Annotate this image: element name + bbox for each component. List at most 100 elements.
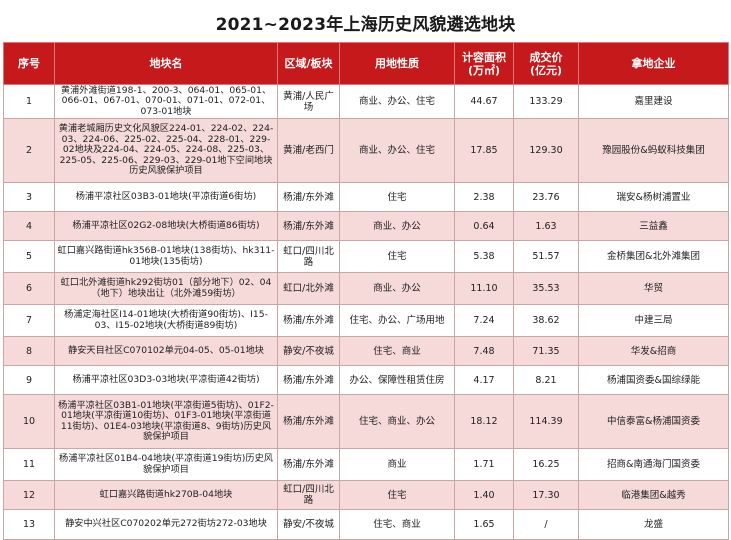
cell-area: 虹口/北外滩 xyxy=(277,272,340,305)
cell-use: 住宅、商业、办公 xyxy=(339,394,455,449)
cell-name: 杨浦平凉社区02G2-08地块(大桥街道86街坊) xyxy=(54,211,278,241)
cell-area: 虹口/四川北路 xyxy=(277,240,340,273)
cell-gfa: 2.38 xyxy=(454,182,514,212)
cell-company: 华发&招商 xyxy=(578,336,729,366)
cell-company: 华贸 xyxy=(578,272,729,305)
header-name: 地块名 xyxy=(54,42,278,85)
cell-company: 中建三局 xyxy=(578,304,729,337)
cell-area: 杨浦/东外滩 xyxy=(277,448,340,481)
cell-use: 住宅、办公、广场用地 xyxy=(339,304,455,337)
cell-company: 豫园股份&蚂蚁科技集团 xyxy=(578,118,729,183)
cell-use: 商业、办公 xyxy=(339,211,455,241)
cell-price: / xyxy=(513,509,579,540)
cell-price: 114.39 xyxy=(513,394,579,449)
cell-price: 71.35 xyxy=(513,336,579,366)
cell-name: 杨浦平凉社区01B4-04地块(平凉街道19街坊)历史风貌保护项目 xyxy=(54,448,278,481)
table-row: 9 杨浦平凉社区03D3-03地块(平凉街道42街坊) 杨浦/东外滩 办公、保障… xyxy=(3,365,729,395)
cell-price: 35.53 xyxy=(513,272,579,305)
cell-area: 静安/不夜城 xyxy=(277,509,340,540)
cell-use: 商业、办公 xyxy=(339,272,455,305)
cell-area: 杨浦/东外滩 xyxy=(277,365,340,395)
cell-use: 商业、办公、住宅 xyxy=(339,84,455,119)
cell-company: 龙盛 xyxy=(578,509,729,540)
cell-gfa: 7.48 xyxy=(454,336,514,366)
cell-no: 3 xyxy=(3,182,55,212)
cell-name: 黄浦外滩街道198-1、200-3、064-01、065-01、066-01、0… xyxy=(54,84,278,119)
header-company: 拿地企业 xyxy=(578,42,729,85)
table-row: 4 杨浦平凉社区02G2-08地块(大桥街道86街坊) 杨浦/东外滩 商业、办公… xyxy=(3,211,729,241)
cell-name: 杨浦平凉社区03D3-03地块(平凉街道42街坊) xyxy=(54,365,278,395)
cell-area: 黄浦/人民广场 xyxy=(277,84,340,119)
cell-company: 金桥集团&北外滩集团 xyxy=(578,240,729,273)
table-row: 6 虹口北外滩街道hk292街坊01（部分地下）02、04（地下）地块出让（北外… xyxy=(3,272,729,305)
cell-gfa: 11.10 xyxy=(454,272,514,305)
cell-company: 瑞安&杨树浦置业 xyxy=(578,182,729,212)
cell-use: 办公、保障性租赁住房 xyxy=(339,365,455,395)
table-row: 13 静安中兴社区C070202单元272街坊272-03地块 静安/不夜城 住… xyxy=(3,509,729,540)
cell-area: 静安/不夜城 xyxy=(277,336,340,366)
cell-gfa: 4.17 xyxy=(454,365,514,395)
cell-company: 招商&南通海门国资委 xyxy=(578,448,729,481)
table-row: 2 黄浦老城厢历史文化风貌区224-01、224-02、224-03、224-0… xyxy=(3,118,729,183)
cell-use: 商业 xyxy=(339,448,455,481)
cell-no: 1 xyxy=(3,84,55,119)
table-row: 11 杨浦平凉社区01B4-04地块(平凉街道19街坊)历史风貌保护项目 杨浦/… xyxy=(3,448,729,481)
cell-name: 虹口嘉兴路街道hk270B-04地块 xyxy=(54,480,278,510)
cell-company: 嘉里建设 xyxy=(578,84,729,119)
land-table: 序号 地块名 区域/板块 用地性质 计容面积 (万㎡) 成交价 (亿元) 拿地企… xyxy=(3,42,729,540)
cell-name: 虹口北外滩街道hk292街坊01（部分地下）02、04（地下）地块出让（北外滩5… xyxy=(54,272,278,305)
cell-no: 12 xyxy=(3,480,55,510)
cell-gfa: 0.64 xyxy=(454,211,514,241)
table-row: 8 静安天目社区C070102单元04-05、05-01地块 静安/不夜城 住宅… xyxy=(3,336,729,366)
cell-price: 17.30 xyxy=(513,480,579,510)
cell-use: 住宅 xyxy=(339,480,455,510)
table-row: 5 虹口嘉兴路街道hk356B-01地块(138街坊)、hk311-01地块(1… xyxy=(3,240,729,273)
cell-price: 23.76 xyxy=(513,182,579,212)
header-price: 成交价 (亿元) xyxy=(513,42,579,85)
cell-company: 杨浦国资委&国综绿能 xyxy=(578,365,729,395)
header-use: 用地性质 xyxy=(339,42,455,85)
cell-price: 129.30 xyxy=(513,118,579,183)
cell-price: 16.25 xyxy=(513,448,579,481)
cell-use: 住宅、商业 xyxy=(339,336,455,366)
cell-name: 杨浦定海社区I14-01地块(大桥街道90街坊)、I15-03、I15-02地块… xyxy=(54,304,278,337)
cell-company: 三益鑫 xyxy=(578,211,729,241)
cell-no: 2 xyxy=(3,118,55,183)
table-row: 10 杨浦平凉社区03B1-01地块(平凉街道5街坊)、01F2-01地块(平凉… xyxy=(3,394,729,449)
cell-gfa: 44.67 xyxy=(454,84,514,119)
header-area: 区域/板块 xyxy=(277,42,340,85)
cell-price: 1.63 xyxy=(513,211,579,241)
cell-gfa: 7.24 xyxy=(454,304,514,337)
cell-use: 住宅 xyxy=(339,182,455,212)
cell-price: 8.21 xyxy=(513,365,579,395)
cell-price: 38.62 xyxy=(513,304,579,337)
cell-no: 6 xyxy=(3,272,55,305)
header-row: 序号 地块名 区域/板块 用地性质 计容面积 (万㎡) 成交价 (亿元) 拿地企… xyxy=(3,42,729,85)
table-row: 1 黄浦外滩街道198-1、200-3、064-01、065-01、066-01… xyxy=(3,84,729,119)
cell-no: 10 xyxy=(3,394,55,449)
cell-no: 4 xyxy=(3,211,55,241)
cell-price: 133.29 xyxy=(513,84,579,119)
cell-use: 住宅、商业 xyxy=(339,509,455,540)
cell-name: 杨浦平凉社区03B3-01地块(平凉街道6街坊) xyxy=(54,182,278,212)
cell-area: 黄浦/老西门 xyxy=(277,118,340,183)
table-row: 12 虹口嘉兴路街道hk270B-04地块 虹口/四川北路 住宅 1.40 17… xyxy=(3,480,729,510)
cell-area: 杨浦/东外滩 xyxy=(277,394,340,449)
cell-name: 虹口嘉兴路街道hk356B-01地块(138街坊)、hk311-01地块(135… xyxy=(54,240,278,273)
cell-area: 杨浦/东外滩 xyxy=(277,211,340,241)
cell-no: 7 xyxy=(3,304,55,337)
cell-gfa: 5.38 xyxy=(454,240,514,273)
cell-area: 杨浦/东外滩 xyxy=(277,304,340,337)
cell-no: 9 xyxy=(3,365,55,395)
header-no: 序号 xyxy=(3,42,55,85)
cell-name: 静安天目社区C070102单元04-05、05-01地块 xyxy=(54,336,278,366)
cell-area: 虹口/四川北路 xyxy=(277,480,340,510)
cell-price: 51.57 xyxy=(513,240,579,273)
cell-use: 商业、办公、住宅 xyxy=(339,118,455,183)
cell-no: 5 xyxy=(3,240,55,273)
cell-gfa: 1.71 xyxy=(454,448,514,481)
table-row: 3 杨浦平凉社区03B3-01地块(平凉街道6街坊) 杨浦/东外滩 住宅 2.3… xyxy=(3,182,729,212)
cell-gfa: 1.40 xyxy=(454,480,514,510)
cell-gfa: 17.85 xyxy=(454,118,514,183)
header-gfa: 计容面积 (万㎡) xyxy=(454,42,514,85)
